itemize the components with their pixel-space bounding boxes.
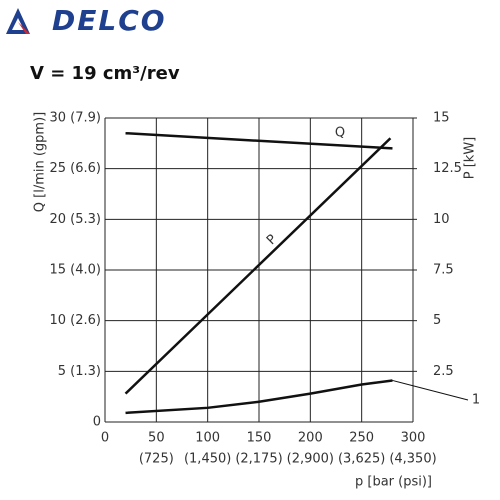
y-tick-label: 15 (4.0) [50, 263, 102, 278]
x-tick-sublabel: (2,175) [235, 452, 282, 467]
x-tick-sublabel: (3,625) [338, 452, 385, 467]
x-tick-sublabel: (725) [139, 452, 174, 467]
leader-line [392, 379, 469, 401]
x-tick-label: 200 [298, 431, 323, 446]
x-tick-label: 50 [148, 431, 165, 446]
y-tick-label: 30 (7.9) [50, 111, 102, 126]
y2-tick-label: 12.5 [433, 161, 462, 176]
y2-tick-label: 15 [433, 111, 450, 126]
logo [6, 8, 30, 34]
brand: DELCO [52, 4, 167, 37]
chart-title: V = 19 cm³/rev [30, 63, 180, 84]
series-label: 1 [472, 393, 480, 408]
y2-tick-label: 5 [433, 313, 441, 328]
x-tick-label: 300 [401, 431, 426, 446]
series-line [125, 131, 393, 150]
y2-tick-label: 2.5 [433, 364, 454, 379]
x-tick-label: 150 [247, 431, 272, 446]
y-tick-label: 5 (1.3) [58, 364, 101, 379]
series-line [125, 379, 393, 415]
y2-tick-label: 7.5 [433, 263, 454, 278]
y-tick-label: 10 (2.6) [50, 313, 102, 328]
x-tick-sublabel: (4,350) [389, 452, 436, 467]
x-tick-sublabel: (1,450) [184, 452, 231, 467]
y2-tick-label: 10 [433, 212, 450, 227]
x-axis-title: p [bar (psi)] [355, 475, 432, 490]
series-line [124, 137, 392, 395]
y2-axis-title: P [kW] [463, 137, 478, 180]
x-tick-label: 0 [101, 431, 109, 446]
series-label: Q [335, 126, 345, 141]
x-tick-label: 100 [195, 431, 220, 446]
x-tick-sublabel: (2,900) [287, 452, 334, 467]
y-tick-label: 0 [93, 415, 101, 430]
y-axis-title: Q [l/min (gpm)] [33, 112, 48, 212]
y-tick-label: 25 (6.6) [50, 161, 102, 176]
y-tick-label: 20 (5.3) [50, 212, 102, 227]
x-tick-label: 250 [349, 431, 374, 446]
